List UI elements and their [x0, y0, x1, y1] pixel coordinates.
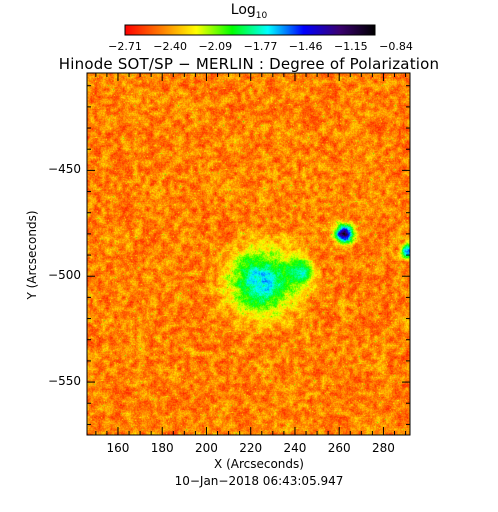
colorbar-tick-label: −1.46: [288, 40, 323, 53]
y-tick-label: −450: [48, 162, 81, 177]
y-tick-label: −500: [48, 268, 81, 283]
y-axis-label: Y (Arcseconds): [25, 210, 39, 300]
observation-timestamp: 10−Jan−2018 06:43:05.947: [174, 474, 344, 488]
x-axis-label: X (Arcseconds): [214, 457, 304, 471]
plot-frame: [86, 72, 411, 436]
x-tick-label: 220: [239, 441, 263, 455]
colorbar-title: Log10: [230, 2, 268, 21]
colorbar-tick-label: −1.77: [243, 40, 278, 53]
chart-title: Hinode SOT/SP − MERLIN : Degree of Polar…: [58, 55, 440, 73]
colorbar-tick-label: −1.15: [333, 40, 368, 53]
x-tick-label: 240: [283, 441, 307, 455]
x-tick-label: 260: [327, 441, 351, 455]
x-tick-label: 160: [106, 441, 130, 455]
x-tick-label: 200: [195, 441, 218, 455]
heatmap-image: [87, 73, 410, 435]
colorbar-tick-label: −2.71: [108, 40, 142, 53]
colorbar-tick-label: −2.40: [153, 40, 188, 53]
x-tick-label: 280: [371, 441, 395, 455]
colorbar-tick-label: −2.09: [198, 40, 233, 53]
y-tick-label: −550: [48, 374, 81, 389]
colorbar: [124, 24, 376, 36]
x-tick-label: 180: [150, 441, 174, 455]
axis-ticks: [87, 73, 410, 435]
heatmap-raster: [87, 73, 410, 435]
colorbar-tick-label: −0.84: [379, 40, 413, 53]
